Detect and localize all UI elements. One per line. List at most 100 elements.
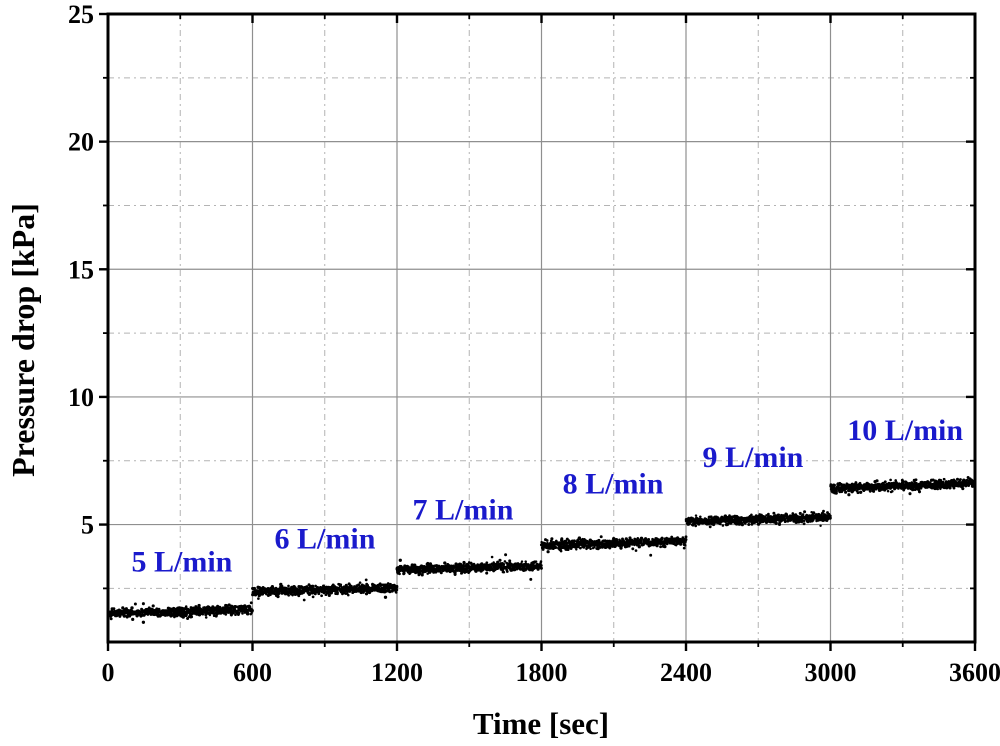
data-point	[598, 545, 602, 549]
data-point	[837, 484, 840, 488]
data-point	[684, 538, 688, 542]
data-point	[961, 487, 965, 491]
data-point	[560, 537, 564, 541]
data-point	[520, 560, 524, 563]
y-tick-label: 10	[68, 383, 94, 412]
data-point	[287, 594, 290, 597]
data-point	[539, 566, 543, 570]
data-point	[539, 560, 543, 563]
data-point	[965, 478, 969, 482]
data-point	[336, 591, 339, 594]
data-point	[302, 598, 306, 602]
data-point	[434, 570, 438, 574]
data-point	[889, 478, 892, 482]
data-point	[186, 616, 190, 621]
data-point	[575, 548, 578, 551]
x-tick-label: 0	[102, 658, 115, 687]
data-point	[868, 489, 872, 493]
data-point	[783, 520, 787, 524]
flow-rate-annotation: 7 L/min	[413, 493, 514, 526]
data-point	[859, 490, 863, 494]
data-point	[388, 590, 392, 594]
data-point	[822, 509, 825, 513]
data-point	[774, 521, 778, 525]
data-point	[589, 547, 592, 550]
flow-rate-annotations-layer: 5 L/min 6 L/min 7 L/min 8 L/min 9 L/min 10 L/…	[132, 414, 964, 578]
data-point	[828, 516, 832, 520]
data-point	[204, 613, 208, 617]
flow-rate-annotation: 9 L/min	[703, 441, 804, 474]
data-point	[204, 616, 208, 619]
data-point	[829, 514, 832, 518]
data-point	[811, 518, 815, 522]
data-point	[459, 562, 463, 566]
data-point	[719, 522, 722, 526]
data-point	[559, 549, 563, 553]
data-point	[847, 493, 851, 497]
data-point	[639, 536, 644, 540]
data-point	[875, 479, 879, 483]
data-point	[908, 492, 912, 496]
data-point	[546, 541, 549, 545]
y-tick-label: 5	[81, 511, 94, 540]
data-point	[929, 481, 932, 484]
data-point	[112, 607, 116, 611]
data-point	[249, 601, 253, 605]
data-point	[237, 611, 241, 615]
data-point	[513, 568, 517, 572]
data-point	[122, 614, 126, 618]
data-point	[327, 593, 331, 597]
data-point	[357, 583, 361, 587]
data-point	[402, 571, 406, 575]
data-point	[257, 597, 260, 600]
data-point	[420, 573, 424, 577]
data-point	[383, 595, 388, 599]
data-point	[454, 562, 458, 566]
data-point	[619, 546, 623, 550]
data-point	[317, 592, 321, 596]
data-point	[750, 513, 753, 517]
data-point	[917, 490, 922, 494]
data-point	[545, 539, 549, 542]
data-point	[534, 560, 538, 563]
data-point	[490, 555, 494, 559]
data-point	[914, 478, 918, 482]
data-point	[647, 538, 651, 541]
data-point	[130, 606, 134, 610]
data-point	[503, 560, 507, 563]
data-point	[485, 571, 489, 575]
data-point	[461, 564, 465, 567]
data-point	[389, 582, 392, 586]
data-point	[856, 491, 860, 495]
data-point	[967, 483, 971, 488]
data-point	[694, 514, 698, 517]
data-point	[919, 487, 923, 490]
data-point	[320, 594, 323, 598]
data-point	[634, 549, 638, 552]
data-point	[872, 490, 876, 493]
data-point	[546, 550, 550, 554]
y-tick-label: 15	[68, 255, 94, 284]
data-point	[801, 513, 805, 516]
data-point	[529, 577, 533, 581]
x-tick-label: 1200	[371, 658, 423, 687]
data-point	[212, 611, 216, 615]
x-tick-label: 600	[233, 658, 272, 687]
data-point	[248, 605, 252, 609]
data-point	[121, 606, 125, 610]
tick-labels-layer: 0 600 1200 1800 2400 3000 3600 5 10 15 20 25	[68, 0, 1000, 687]
data-point	[569, 546, 573, 550]
data-point	[670, 535, 674, 539]
data-point	[747, 523, 751, 526]
data-point	[948, 486, 952, 490]
flow-rate-annotation: 6 L/min	[275, 523, 376, 556]
data-point	[118, 614, 122, 618]
data-point	[184, 605, 188, 608]
data-point	[941, 480, 945, 484]
data-point	[277, 591, 281, 596]
x-axis-title: Time [sec]	[473, 706, 609, 741]
data-point	[798, 520, 801, 524]
flow-rate-annotation: 8 L/min	[563, 468, 664, 501]
